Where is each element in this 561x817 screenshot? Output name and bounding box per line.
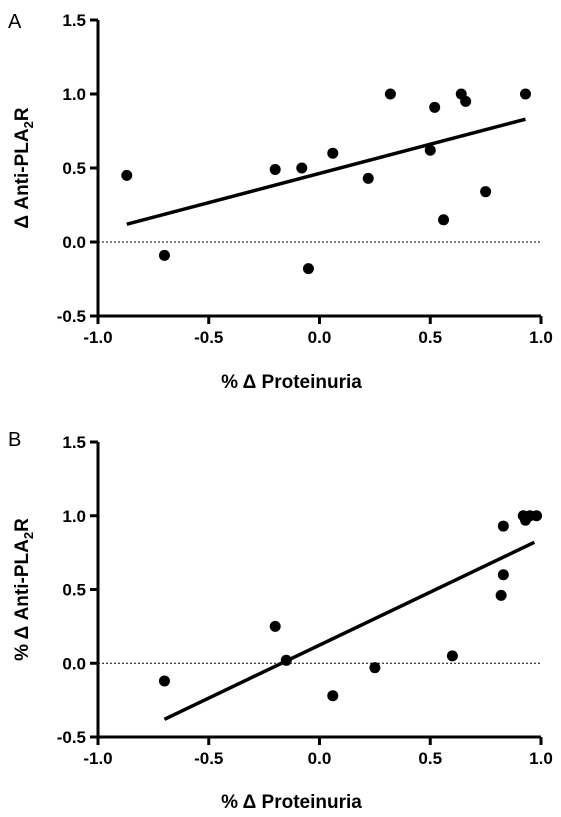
x-axis-title: % Δ Proteinuria <box>221 372 362 393</box>
data-point <box>519 88 531 100</box>
x-axis-title: % Δ Proteinuria <box>221 792 362 813</box>
data-point <box>495 589 507 601</box>
x-tick-label: -1.0 <box>83 328 112 347</box>
x-tick-label: -0.5 <box>194 328 223 347</box>
y-axis-title: Δ Anti-PLA2R <box>12 107 36 228</box>
x-tick-label: 0.0 <box>308 328 332 347</box>
y-axis-title-tail: R <box>12 518 33 532</box>
y-tick-label: -0.5 <box>57 728 86 747</box>
data-point <box>438 214 450 226</box>
x-tick-label: -1.0 <box>83 749 112 768</box>
panel-label: B <box>8 429 21 451</box>
regression-line <box>163 540 536 721</box>
data-point <box>296 162 308 174</box>
data-point <box>158 249 170 261</box>
regression-line <box>126 117 526 226</box>
data-point <box>497 569 509 581</box>
x-tick-label: 0.5 <box>418 749 442 768</box>
x-tick-label: 0.5 <box>418 328 442 347</box>
x-tick-label: 0.0 <box>308 749 332 768</box>
panel-b: B -0.5 0.0 0.5 1.0 1.5 -1.0 -0.5 0.0 0.5 1.0 % Δ Pr… <box>8 429 553 813</box>
x-tick-label: 1.0 <box>529 328 553 347</box>
data-point <box>480 186 492 198</box>
y-tick-label: -0.5 <box>57 307 86 326</box>
panel-a: A -0.5 0.0 0.5 1.0 1.5 -1.0 -0.5 0.0 0.5 1.0 % Δ Pr… <box>8 11 553 393</box>
data-point <box>269 163 281 175</box>
data-point <box>424 144 436 156</box>
data-point <box>369 662 381 674</box>
data-point <box>384 88 396 100</box>
data-point <box>121 169 133 181</box>
y-tick-label: 1.5 <box>62 433 86 452</box>
x-tick-label: -0.5 <box>194 749 223 768</box>
data-point <box>531 510 543 522</box>
data-point <box>269 620 281 632</box>
y-tick-label: 1.0 <box>62 85 86 104</box>
data-point <box>302 263 314 275</box>
data-point <box>497 520 509 532</box>
y-axis-title-tail: R <box>12 107 33 121</box>
data-point <box>446 650 458 662</box>
y-tick-label: 1.5 <box>62 11 86 30</box>
panel-label: A <box>8 11 22 33</box>
data-point <box>362 172 374 184</box>
y-axis-title-subscript: 2 <box>21 121 36 128</box>
data-point <box>280 654 292 666</box>
data-point <box>327 690 339 702</box>
data-point <box>429 101 441 113</box>
y-tick-label: 0.5 <box>62 159 86 178</box>
y-axis-title: % Δ Anti-PLA2R <box>12 518 36 661</box>
y-tick-label: 0.0 <box>62 654 86 673</box>
data-point <box>158 675 170 687</box>
data-point <box>327 147 339 159</box>
y-tick-label: 0.5 <box>62 581 86 600</box>
y-tick-label: 0.0 <box>62 233 86 252</box>
y-axis-title-main: % Δ Anti-PLA <box>12 539 33 661</box>
data-point <box>460 95 472 107</box>
y-tick-label: 1.0 <box>62 507 86 526</box>
x-tick-label: 1.0 <box>529 749 553 768</box>
y-axis-title-subscript: 2 <box>21 532 36 539</box>
y-axis-title-main: Δ Anti-PLA <box>12 128 33 228</box>
